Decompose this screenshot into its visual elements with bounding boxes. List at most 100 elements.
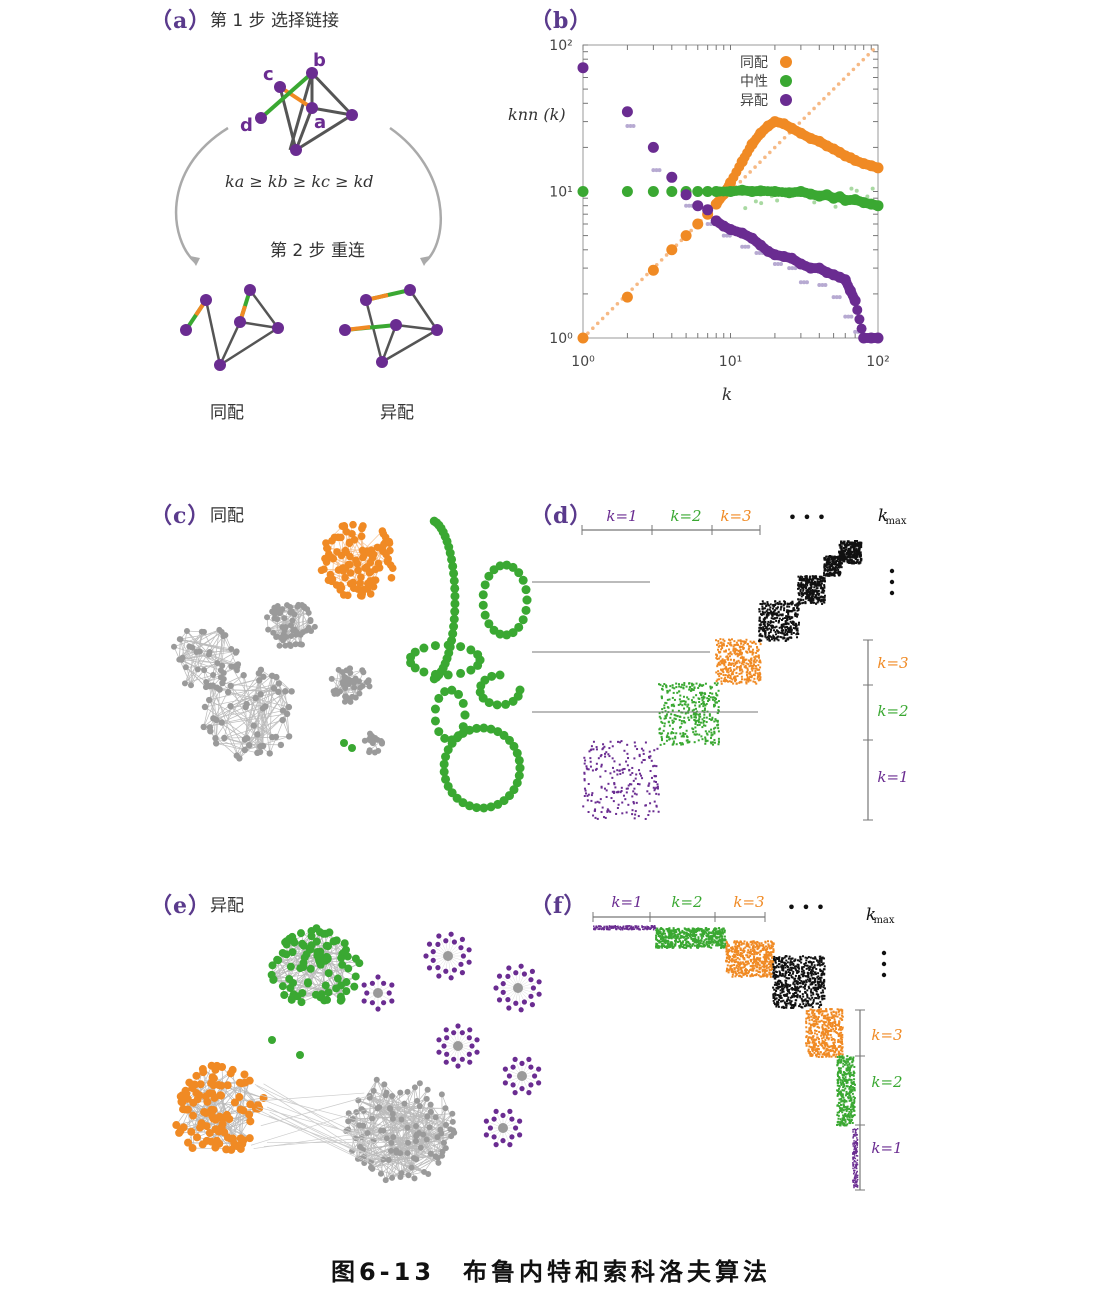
matrix-cell (714, 698, 717, 701)
faded-point (758, 160, 762, 164)
matrix-cell (694, 730, 697, 733)
matrix-cell (660, 737, 663, 740)
matrix-cell (621, 771, 624, 774)
matrix-cell (785, 610, 788, 613)
node (227, 682, 234, 690)
matrix-cell (697, 739, 700, 742)
node (265, 626, 272, 633)
matrix-cell (711, 698, 714, 701)
data-point (647, 141, 659, 153)
matrix-cell (632, 790, 635, 793)
matrix-cell (783, 603, 786, 606)
leaf-node (459, 1030, 465, 1036)
node (326, 570, 335, 579)
matrix-cell (621, 927, 624, 930)
leaf-node (469, 1043, 475, 1049)
matrix-cell (675, 682, 678, 685)
leaf-node (448, 975, 454, 981)
matrix-cell (827, 574, 830, 577)
matrix-cell (745, 651, 748, 654)
matrix-cell (678, 685, 681, 688)
node (450, 599, 460, 609)
matrix-cell (746, 643, 749, 646)
node (518, 615, 528, 625)
matrix-cell (814, 594, 817, 597)
matrix-cell (584, 759, 587, 762)
node (183, 1105, 192, 1114)
matrix-cell (699, 721, 702, 724)
faded-point (630, 287, 634, 291)
node (442, 1105, 449, 1112)
matrix-cell (815, 577, 818, 580)
faded-point (804, 280, 809, 285)
node (257, 691, 264, 698)
result-disassortative-label: 异配 (380, 403, 414, 423)
data-point (692, 186, 704, 197)
node (181, 680, 188, 687)
data-point (692, 200, 704, 212)
node (426, 1124, 433, 1131)
faded-point (846, 314, 851, 319)
matrix-cell (784, 628, 787, 631)
node (381, 1081, 388, 1088)
node (328, 675, 335, 682)
matrix-cell (751, 652, 754, 655)
matrix-cell (791, 609, 794, 612)
node (377, 1170, 384, 1177)
node (188, 1144, 197, 1153)
matrix-cell (769, 630, 772, 633)
matrix-cell (675, 743, 678, 746)
matrix-cell (617, 740, 620, 743)
matrix-cell (787, 602, 790, 605)
matrix-cell (704, 682, 707, 685)
matrix-cell (730, 644, 733, 647)
matrix-cell (713, 732, 716, 735)
leaf-node (436, 1049, 442, 1055)
matrix-cell (621, 801, 624, 804)
matrix-cell (775, 619, 778, 622)
matrix-cell (708, 714, 711, 717)
matrix-cell (666, 698, 669, 701)
node (401, 1100, 408, 1107)
matrix-cell (852, 550, 856, 553)
matrix-cell (759, 676, 762, 679)
matrix-cell (723, 639, 726, 642)
e-star-6 (361, 974, 395, 1012)
leaf-node (364, 990, 370, 996)
node (220, 670, 227, 677)
matrix-cell (690, 716, 693, 719)
matrix-cell (844, 557, 848, 560)
data-point-fill (854, 314, 865, 325)
matrix-cell (583, 795, 586, 798)
matrix-cell (795, 624, 798, 627)
matrix-cell (599, 775, 602, 778)
matrix-cell (640, 747, 643, 750)
matrix-cell (855, 554, 859, 557)
matrix-cell (600, 785, 603, 788)
matrix-cell (787, 622, 790, 625)
matrix-cell (631, 813, 634, 816)
matrix-cell (725, 668, 728, 671)
matrix-cell (583, 778, 586, 781)
matrix-cell (827, 559, 830, 562)
leaf-node (444, 1051, 450, 1057)
matrix-cell (616, 927, 618, 930)
matrix-cell (754, 642, 757, 645)
matrix-cell (811, 591, 814, 594)
e-star-4 (502, 1056, 542, 1096)
matrix-cell (611, 757, 614, 760)
matrix-cell (671, 721, 674, 724)
matrix-cell (702, 940, 705, 943)
matrix-cell (748, 650, 751, 653)
matrix-cell (806, 584, 809, 587)
matrix-cell (762, 626, 765, 629)
matrix-cell (745, 673, 748, 676)
node (492, 700, 502, 710)
matrix-cell (646, 928, 649, 931)
leaf-node (386, 990, 392, 996)
node (411, 1084, 418, 1091)
matrix-cell (785, 639, 788, 642)
leaf-node (529, 968, 536, 974)
leaf-node (474, 1049, 480, 1055)
faded-point (823, 283, 828, 288)
